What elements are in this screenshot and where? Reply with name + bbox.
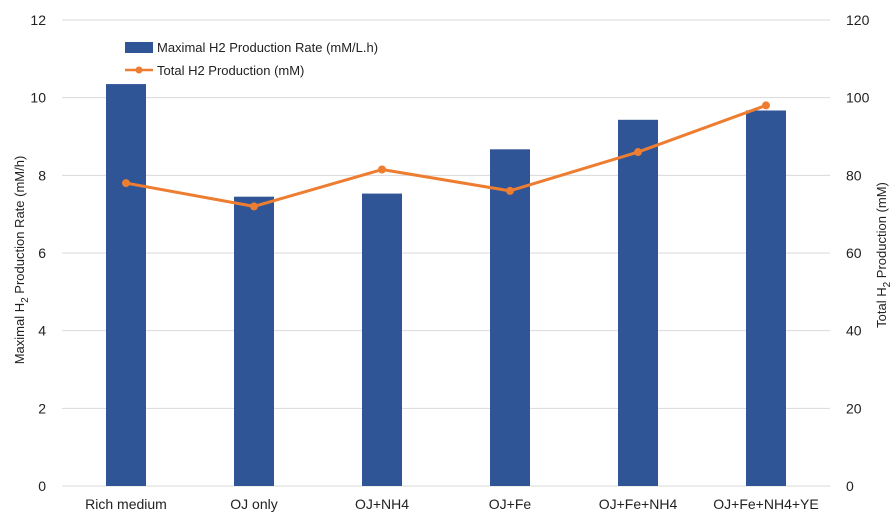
category-label: Rich medium <box>85 496 167 512</box>
right-tick-label: 20 <box>846 400 862 416</box>
right-tick-label: 80 <box>846 167 862 183</box>
right-tick-label: 0 <box>846 478 854 494</box>
right-tick-label: 40 <box>846 323 862 339</box>
category-label: OJ+Fe <box>489 496 532 512</box>
line-point <box>506 186 514 195</box>
bar-series <box>106 84 786 487</box>
right-tick-label: 120 <box>846 12 870 28</box>
line-series <box>122 101 770 211</box>
legend-bar-swatch <box>125 42 153 53</box>
right-tick-label: 60 <box>846 245 862 261</box>
category-label: OJ+Fe+NH4 <box>599 496 678 512</box>
legend: Maximal H2 Production Rate (mM/L.h) Tota… <box>125 40 378 78</box>
left-tick-label: 8 <box>38 167 46 183</box>
category-label: OJ+Fe+NH4+YE <box>713 496 818 512</box>
right-tick-label: 100 <box>846 90 870 106</box>
left-tick-label: 6 <box>38 245 46 261</box>
line-point <box>122 179 130 188</box>
legend-line-marker <box>135 66 143 74</box>
line-point <box>378 165 386 174</box>
left-tick-label: 2 <box>38 400 46 416</box>
category-label: OJ only <box>230 496 277 512</box>
category-labels: Rich medium OJ only OJ+NH4 OJ+Fe OJ+Fe+NH4 OJ… <box>85 496 819 512</box>
left-tick-label: 0 <box>38 478 46 494</box>
left-tick-label: 12 <box>30 12 46 28</box>
bar <box>490 149 530 486</box>
bar <box>362 193 402 486</box>
right-axis-title: Total H2 Production (mM) <box>874 182 893 328</box>
bar <box>106 84 146 486</box>
left-tick-label: 10 <box>30 90 46 106</box>
right-axis-ticks: 0 20 40 60 80 100 120 <box>846 12 870 494</box>
gridlines <box>62 19 830 487</box>
bar <box>618 119 658 486</box>
line-point <box>250 202 258 211</box>
category-label: OJ+NH4 <box>355 496 409 512</box>
series-line <box>125 104 767 208</box>
legend-bar-label: Maximal H2 Production Rate (mM/L.h) <box>157 40 378 55</box>
left-axis-title: Maximal H2 Production Rate (mM/h) <box>12 156 31 365</box>
left-tick-label: 4 <box>38 323 46 339</box>
line-point <box>762 101 770 110</box>
legend-line-label: Total H2 Production (mM) <box>157 63 304 78</box>
bar <box>746 110 786 487</box>
bar <box>234 196 274 487</box>
line-point <box>634 148 642 157</box>
left-axis-ticks: 0 2 4 6 8 10 12 <box>30 12 46 494</box>
